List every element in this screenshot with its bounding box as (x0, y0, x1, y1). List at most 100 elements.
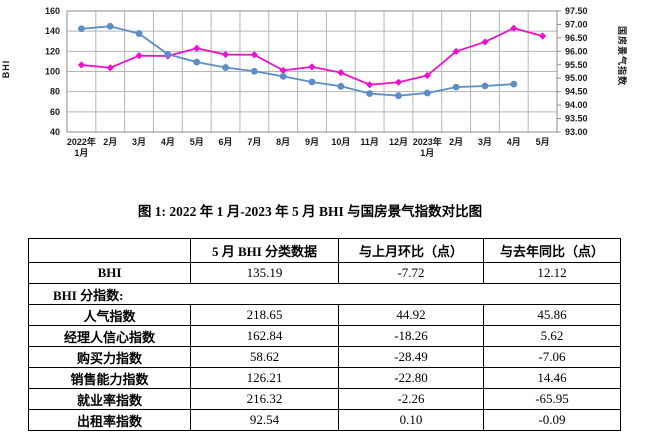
x-axis-tick: 2023年 (413, 136, 442, 147)
value-cell: -22.80 (338, 367, 484, 389)
line-chart-canvas: 160 140 120 100 80 60 40 97.50 97.00 96.50 96.00 95… (45, 6, 588, 158)
value-cell: 135.19 (190, 262, 339, 284)
table-row: 经理人信心指数 162.84 -18.26 5.62 (28, 325, 621, 347)
right-axis-tick: 95.50 (565, 60, 588, 70)
bhi-series-marker (337, 69, 345, 77)
climate-index-series-marker (337, 82, 345, 90)
climate-index-series-marker (106, 22, 114, 30)
value-cell: -2.26 (338, 388, 484, 410)
table-row: 销售能力指数 126.21 -22.80 14.46 (28, 367, 621, 389)
bhi-series-marker (366, 81, 374, 89)
x-axis-tick: 8月 (276, 137, 290, 147)
right-axis-tick: 94.50 (565, 87, 588, 97)
bhi-series-marker (106, 64, 114, 72)
left-axis-tick: 40 (50, 127, 60, 137)
bhi-series-marker (250, 51, 258, 59)
climate-index-series-marker (510, 80, 518, 88)
right-axis-tick: 97.00 (565, 19, 588, 29)
bhi-series-marker (308, 63, 316, 71)
bhi-series-marker (221, 50, 230, 59)
table-header-row: 5 月 BHI 分类数据 与上月环比（点） 与去年同比（点） (28, 238, 621, 263)
value-cell: 0.10 (338, 409, 484, 431)
bhi-series-marker (452, 47, 460, 56)
climate-index-series-marker (481, 82, 489, 90)
x-axis-tick: 5月 (536, 137, 550, 147)
section-label-cell: BHI 分指数: (28, 283, 621, 305)
right-axis-tick: 93.00 (565, 127, 588, 137)
right-axis-tick: 97.50 (565, 6, 588, 16)
row-label-cell: 经理人信心指数 (28, 325, 191, 347)
climate-index-series-marker (366, 90, 374, 97)
value-cell: -0.09 (483, 409, 621, 431)
value-cell: 216.32 (190, 388, 339, 410)
table-row: 就业率指数 216.32 -2.26 -65.95 (28, 388, 621, 410)
value-cell: 162.84 (190, 325, 339, 347)
bhi-series-marker (538, 32, 547, 40)
value-cell: 5.62 (483, 325, 621, 347)
right-axis-tick: 95.00 (565, 73, 588, 83)
row-label-cell: 出租率指数 (28, 409, 191, 431)
value-cell: -28.49 (338, 346, 484, 368)
climate-index-series-marker (395, 92, 402, 100)
value-cell: -7.72 (338, 262, 484, 284)
value-cell: 126.21 (190, 367, 339, 389)
x-axis-tick: 11月 (360, 137, 379, 147)
left-axis-tick: 100 (45, 67, 60, 77)
left-axis-label: BHI (1, 59, 11, 79)
bhi-series-marker (394, 78, 403, 86)
climate-index-series-line (81, 25, 514, 97)
value-cell: 12.12 (483, 262, 621, 284)
value-cell: 44.92 (338, 304, 484, 326)
climate-index-series-marker (135, 30, 143, 37)
value-cell: 92.54 (190, 409, 339, 431)
bhi-series-marker (193, 44, 201, 52)
x-axis-tick: 4月 (507, 137, 521, 147)
x-axis-tick: 1月 (74, 148, 88, 158)
value-cell: -7.06 (483, 346, 621, 368)
x-axis-tick: 4月 (161, 137, 175, 147)
x-axis-tick: 7月 (247, 137, 261, 147)
bhi-series-line (81, 27, 543, 86)
climate-index-series-marker (452, 83, 460, 91)
climate-index-series-marker (222, 64, 229, 71)
header-cell: 5 月 BHI 分类数据 (190, 238, 339, 263)
x-axis-tick: 1月 (420, 148, 434, 158)
climate-index-series-marker (78, 25, 85, 33)
x-axis-tick: 12月 (389, 137, 408, 147)
right-axis-label: 国房景气指数 (617, 25, 627, 86)
bhi-series-marker (423, 71, 431, 80)
header-cell: 与上月环比（点） (338, 238, 484, 263)
value-cell: 58.62 (190, 346, 339, 368)
row-label-cell: 人气指数 (28, 304, 191, 326)
left-axis-tick: 140 (45, 26, 60, 36)
row-label-cell: 销售能力指数 (28, 367, 191, 389)
table-row: 购买力指数 58.62 -28.49 -7.06 (28, 346, 621, 368)
value-cell: -65.95 (483, 388, 621, 410)
bhi-data-table: 5 月 BHI 分类数据 与上月环比（点） 与去年同比（点） BHI 135.19 -7.… (28, 238, 621, 431)
table-row: 人气指数 218.65 44.92 45.86 (28, 304, 621, 326)
climate-index-series-marker (193, 58, 201, 66)
right-axis-tick: 94.00 (565, 100, 588, 110)
value-cell: -18.26 (338, 325, 484, 347)
row-label-cell: BHI (28, 262, 191, 284)
left-axis-tick: 160 (45, 6, 60, 16)
right-axis-tick: 96.00 (565, 46, 588, 56)
table-row: BHI 135.19 -7.72 12.12 (28, 262, 621, 284)
plot-border (66, 10, 558, 133)
x-axis-tick: 2022年 (67, 136, 96, 147)
value-cell: 218.65 (190, 304, 339, 326)
climate-index-series-marker (308, 78, 316, 86)
x-axis-tick: 3月 (132, 137, 146, 147)
climate-index-series-marker (164, 50, 172, 58)
x-axis-tick: 5月 (190, 137, 204, 147)
table-row: 出租率指数 92.54 0.10 -0.09 (28, 409, 621, 431)
table-row: BHI 分指数: (28, 283, 621, 305)
x-axis-tick: 2月 (103, 137, 117, 147)
header-cell-empty (28, 238, 191, 263)
x-axis-tick: 9月 (305, 137, 319, 147)
right-axis-tick: 96.50 (565, 33, 588, 43)
bhi-series-marker (481, 38, 489, 46)
climate-index-series-marker (250, 67, 258, 75)
bhi-series-marker (135, 52, 143, 60)
climate-index-series-marker (279, 72, 287, 80)
